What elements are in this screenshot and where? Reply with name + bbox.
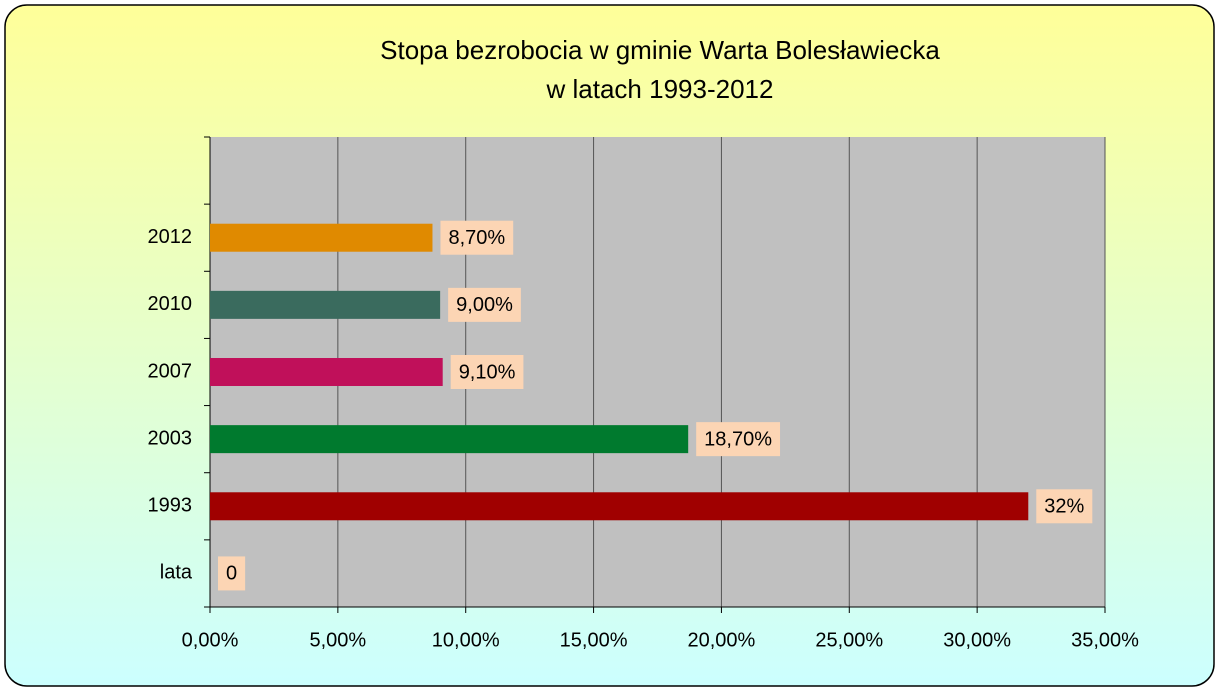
bar (210, 223, 433, 252)
value-label: 8,70% (448, 227, 505, 249)
bar (210, 290, 441, 319)
value-label-box (448, 287, 521, 322)
x-tick-label: 15,00% (560, 629, 628, 651)
value-label-box (218, 556, 246, 591)
x-tick-label: 30,00% (943, 629, 1011, 651)
x-tick-label: 35,00% (1071, 629, 1139, 651)
x-tick-label: 5,00% (309, 629, 366, 651)
y-tick-label: 2003 (148, 427, 193, 449)
value-label-box (696, 422, 781, 457)
value-label-box (1036, 489, 1093, 524)
y-tick-label: 2010 (148, 293, 193, 315)
y-tick-label: 2012 (148, 226, 193, 248)
x-tick-label: 10,00% (432, 629, 500, 651)
x-tick-label: 25,00% (815, 629, 883, 651)
value-label-box (450, 355, 524, 389)
value-label: 0 (226, 563, 237, 585)
chart-title: Stopa bezrobocia w gminie Warta Bolesław… (380, 35, 940, 65)
chart-title: w latach 1993-2012 (546, 74, 774, 104)
value-label-box (440, 220, 514, 255)
x-tick-label: 0,00% (182, 629, 239, 651)
x-tick-label: 20,00% (688, 629, 756, 651)
value-label: 18,70% (704, 428, 772, 450)
value-label: 9,00% (456, 294, 513, 316)
y-tick-label: 2007 (148, 360, 193, 382)
value-label: 9,10% (459, 361, 516, 383)
bar (210, 358, 443, 386)
y-tick-label: 1993 (148, 495, 193, 517)
y-tick-label: lata (160, 562, 193, 584)
bar (210, 425, 689, 454)
value-label: 32% (1044, 496, 1084, 518)
bar (210, 492, 1029, 521)
